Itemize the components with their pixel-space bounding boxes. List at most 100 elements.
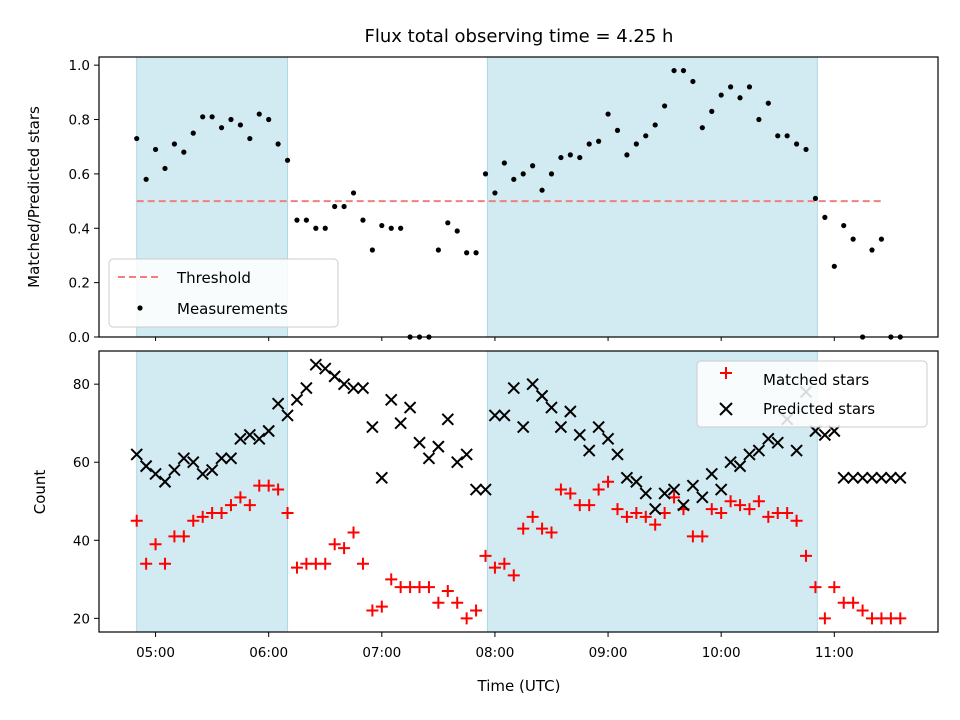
- predicted-star-point: [507, 381, 520, 395]
- matched-star-point: [639, 510, 652, 523]
- measurement-point: [181, 149, 187, 155]
- matched-star-point: [715, 506, 728, 519]
- predicted-star-point: [620, 471, 634, 485]
- legend-threshold-label: Threshold: [176, 269, 251, 287]
- measurement-point: [473, 250, 479, 256]
- predicted-star-point: [469, 483, 483, 496]
- measurement-point: [303, 217, 309, 223]
- measurement-point: [850, 236, 856, 242]
- count-y-tick-label: 20: [73, 611, 90, 627]
- matched-star-point: [705, 503, 718, 516]
- predicted-star-point: [535, 389, 549, 403]
- predicted-star-point: [714, 483, 728, 496]
- predicted-star-point: [385, 393, 398, 406]
- measurement-point: [134, 135, 140, 142]
- measurement-point: [586, 141, 592, 147]
- legend-predicted-label: Predicted stars: [763, 400, 875, 418]
- matched-star-point: [800, 549, 813, 562]
- matched-star-point: [611, 503, 624, 516]
- measurement-point: [143, 176, 149, 182]
- measurement-point: [643, 133, 649, 139]
- predicted-star-point: [451, 456, 464, 469]
- matched-star-point: [724, 495, 737, 508]
- measurement-point: [756, 116, 762, 123]
- matched-star-point: [432, 596, 445, 609]
- predicted-star-point: [837, 471, 850, 485]
- matched-star-point: [196, 510, 209, 523]
- matched-star-point: [422, 581, 435, 594]
- matched-star-point: [545, 526, 558, 539]
- ratio-y-tick-label: 0.0: [69, 330, 90, 346]
- count-axes-frame: [98, 350, 939, 633]
- measurement-point: [388, 225, 394, 231]
- measurement-point: [869, 247, 875, 253]
- predicted-star-point: [300, 381, 313, 395]
- matched-star-point: [488, 561, 501, 574]
- measurement-point: [482, 171, 489, 177]
- predicted-star-point: [875, 471, 888, 485]
- chart-title: Flux total observing time = 4.25 h: [365, 26, 674, 47]
- predicted-star-point: [290, 393, 304, 406]
- predicted-star-point: [686, 479, 700, 492]
- predicted-star-point: [601, 432, 615, 446]
- predicted-star-point: [724, 456, 737, 469]
- predicted-star-point: [158, 475, 172, 488]
- measurement-point: [728, 84, 734, 90]
- measurement-point: [746, 84, 753, 90]
- measurement-point: [445, 220, 451, 226]
- matched-star-point: [366, 604, 379, 617]
- matched-star-point: [828, 581, 841, 594]
- predicted-star-point: [253, 432, 266, 446]
- matched-star-point: [847, 596, 860, 609]
- matched-star-point: [856, 604, 869, 617]
- measurement-point: [209, 114, 215, 120]
- predicted-star-point: [488, 409, 502, 422]
- measurement-point: [671, 67, 677, 74]
- matched-star-point: [187, 514, 200, 527]
- ratio-y-tick-label: 0.4: [69, 221, 90, 237]
- ratio-y-tick-label: 1.0: [69, 58, 90, 74]
- ratio-y-axis-label: Matched/Predicted stars: [25, 106, 43, 288]
- matched-star-point: [818, 612, 831, 625]
- matched-star-point: [752, 495, 765, 508]
- predicted-star-point: [139, 459, 153, 473]
- matched-star-point: [328, 538, 341, 551]
- matched-star-point: [630, 506, 643, 519]
- measurement-point: [435, 247, 441, 253]
- predicted-star-point: [366, 420, 379, 434]
- measurement-point: [605, 111, 611, 117]
- matched-star-point: [592, 483, 605, 496]
- measurement-point: [171, 141, 178, 147]
- matched-star-point: [507, 569, 520, 582]
- measurement-point: [699, 125, 705, 131]
- measurement-point: [284, 157, 291, 163]
- matched-star-point: [696, 530, 709, 543]
- measurement-point: [398, 225, 404, 231]
- measurement-point: [464, 250, 470, 256]
- matched-star-point: [177, 530, 190, 543]
- measurement-point: [200, 114, 206, 120]
- measurement-point: [558, 154, 564, 161]
- predicted-star-point: [319, 362, 332, 375]
- matched-star-point: [734, 499, 747, 512]
- matched-star-point: [243, 499, 256, 512]
- predicted-star-point: [762, 432, 775, 446]
- ratio-panel: 0.0 0.2 0.4 0.6 0.8 1.0 Matched/Predicted sta…: [25, 56, 939, 346]
- matched-star-point: [602, 475, 615, 488]
- ratio-y-tick-label: 0.2: [69, 276, 90, 292]
- matched-star-point: [272, 483, 285, 496]
- matched-star-point: [498, 557, 511, 570]
- predicted-star-point: [441, 413, 455, 426]
- measurement-point: [878, 236, 885, 242]
- predicted-star-point: [743, 448, 756, 461]
- legend-measurement-label: Measurements: [177, 300, 288, 318]
- measurement-point: [567, 152, 573, 158]
- matched-star-point: [281, 506, 294, 519]
- matched-star-point: [554, 483, 567, 496]
- matched-star-point: [158, 557, 171, 570]
- predicted-star-point: [224, 452, 238, 465]
- matched-star-point: [517, 522, 530, 535]
- count-y-tick-label: 60: [73, 455, 90, 471]
- predicted-star-point: [696, 491, 709, 504]
- predicted-star-point: [328, 370, 341, 383]
